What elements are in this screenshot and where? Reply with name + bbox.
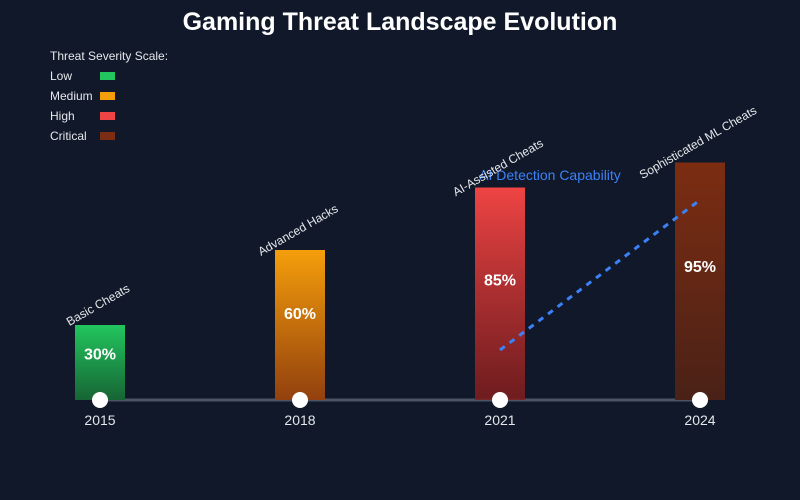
value-label-2021: 85% (484, 272, 516, 289)
legend-swatch-critical (100, 132, 115, 140)
value-label-2018: 60% (284, 306, 316, 323)
value-label-2024: 95% (684, 259, 716, 276)
ai-detection-label: AI Detection Capability (479, 167, 621, 183)
legend-swatch-high (100, 112, 115, 120)
legend-label-critical: Critical (50, 129, 87, 143)
bar-2021 (475, 187, 525, 400)
timeline-dots (92, 392, 708, 408)
ai-detection-overlay: AI Detection Capability (479, 167, 701, 352)
year-label-2015: 2015 (84, 412, 115, 428)
legend: Threat Severity Scale: Low Medium High Crit… (50, 49, 168, 143)
timeline-dot-2024 (692, 392, 708, 408)
bar-2024 (675, 162, 725, 400)
legend-label-medium: Medium (50, 89, 93, 103)
chart-title: Gaming Threat Landscape Evolution (183, 8, 618, 36)
timeline-dot-2021 (492, 392, 508, 408)
legend-label-low: Low (50, 69, 72, 83)
timeline-dot-2015 (92, 392, 108, 408)
bar-2015 (75, 325, 125, 400)
timeline-dot-2018 (292, 392, 308, 408)
bar-2018 (275, 250, 325, 400)
legend-title: Threat Severity Scale: (50, 49, 168, 63)
year-label-2024: 2024 (684, 412, 715, 428)
legend-swatch-medium (100, 92, 115, 100)
value-label-2015: 30% (84, 347, 116, 364)
bar-label-2015: Basic Cheats (64, 281, 132, 328)
legend-swatch-low (100, 72, 115, 80)
bars (75, 162, 725, 400)
year-label-2018: 2018 (284, 412, 315, 428)
ai-detection-line (499, 198, 701, 352)
legend-label-high: High (50, 109, 75, 123)
year-label-2021: 2021 (484, 412, 515, 428)
